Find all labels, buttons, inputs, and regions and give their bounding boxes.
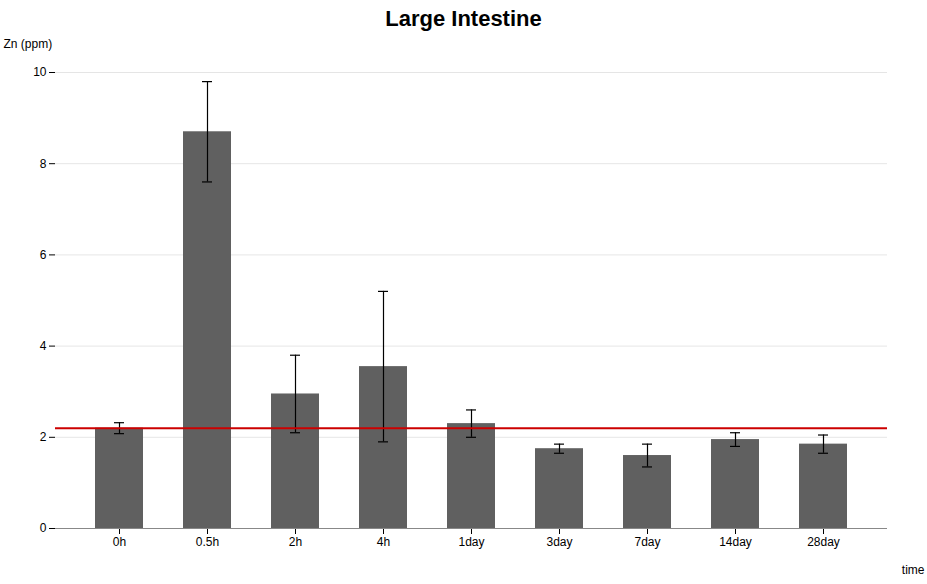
svg-text:Zn (ppm): Zn (ppm) [4,37,53,51]
svg-text:3day: 3day [546,535,572,549]
svg-text:6: 6 [40,248,47,262]
svg-text:28day: 28day [807,535,840,549]
svg-text:4: 4 [40,339,47,353]
svg-text:8: 8 [40,157,47,171]
svg-text:0.5h: 0.5h [196,535,219,549]
html-text:Large Intestine: Large Intestine [385,6,542,31]
svg-text:0: 0 [40,521,47,535]
svg-text:2: 2 [40,430,47,444]
svg-text:1day: 1day [458,535,484,549]
svg-text:time: time [902,563,925,577]
svg-text:2h: 2h [289,535,302,549]
svg-text:0h: 0h [113,535,126,549]
svg-text:7day: 7day [634,535,660,549]
svg-text:10: 10 [33,65,47,79]
svg-text:14day: 14day [719,535,752,549]
svg-text:4h: 4h [377,535,390,549]
